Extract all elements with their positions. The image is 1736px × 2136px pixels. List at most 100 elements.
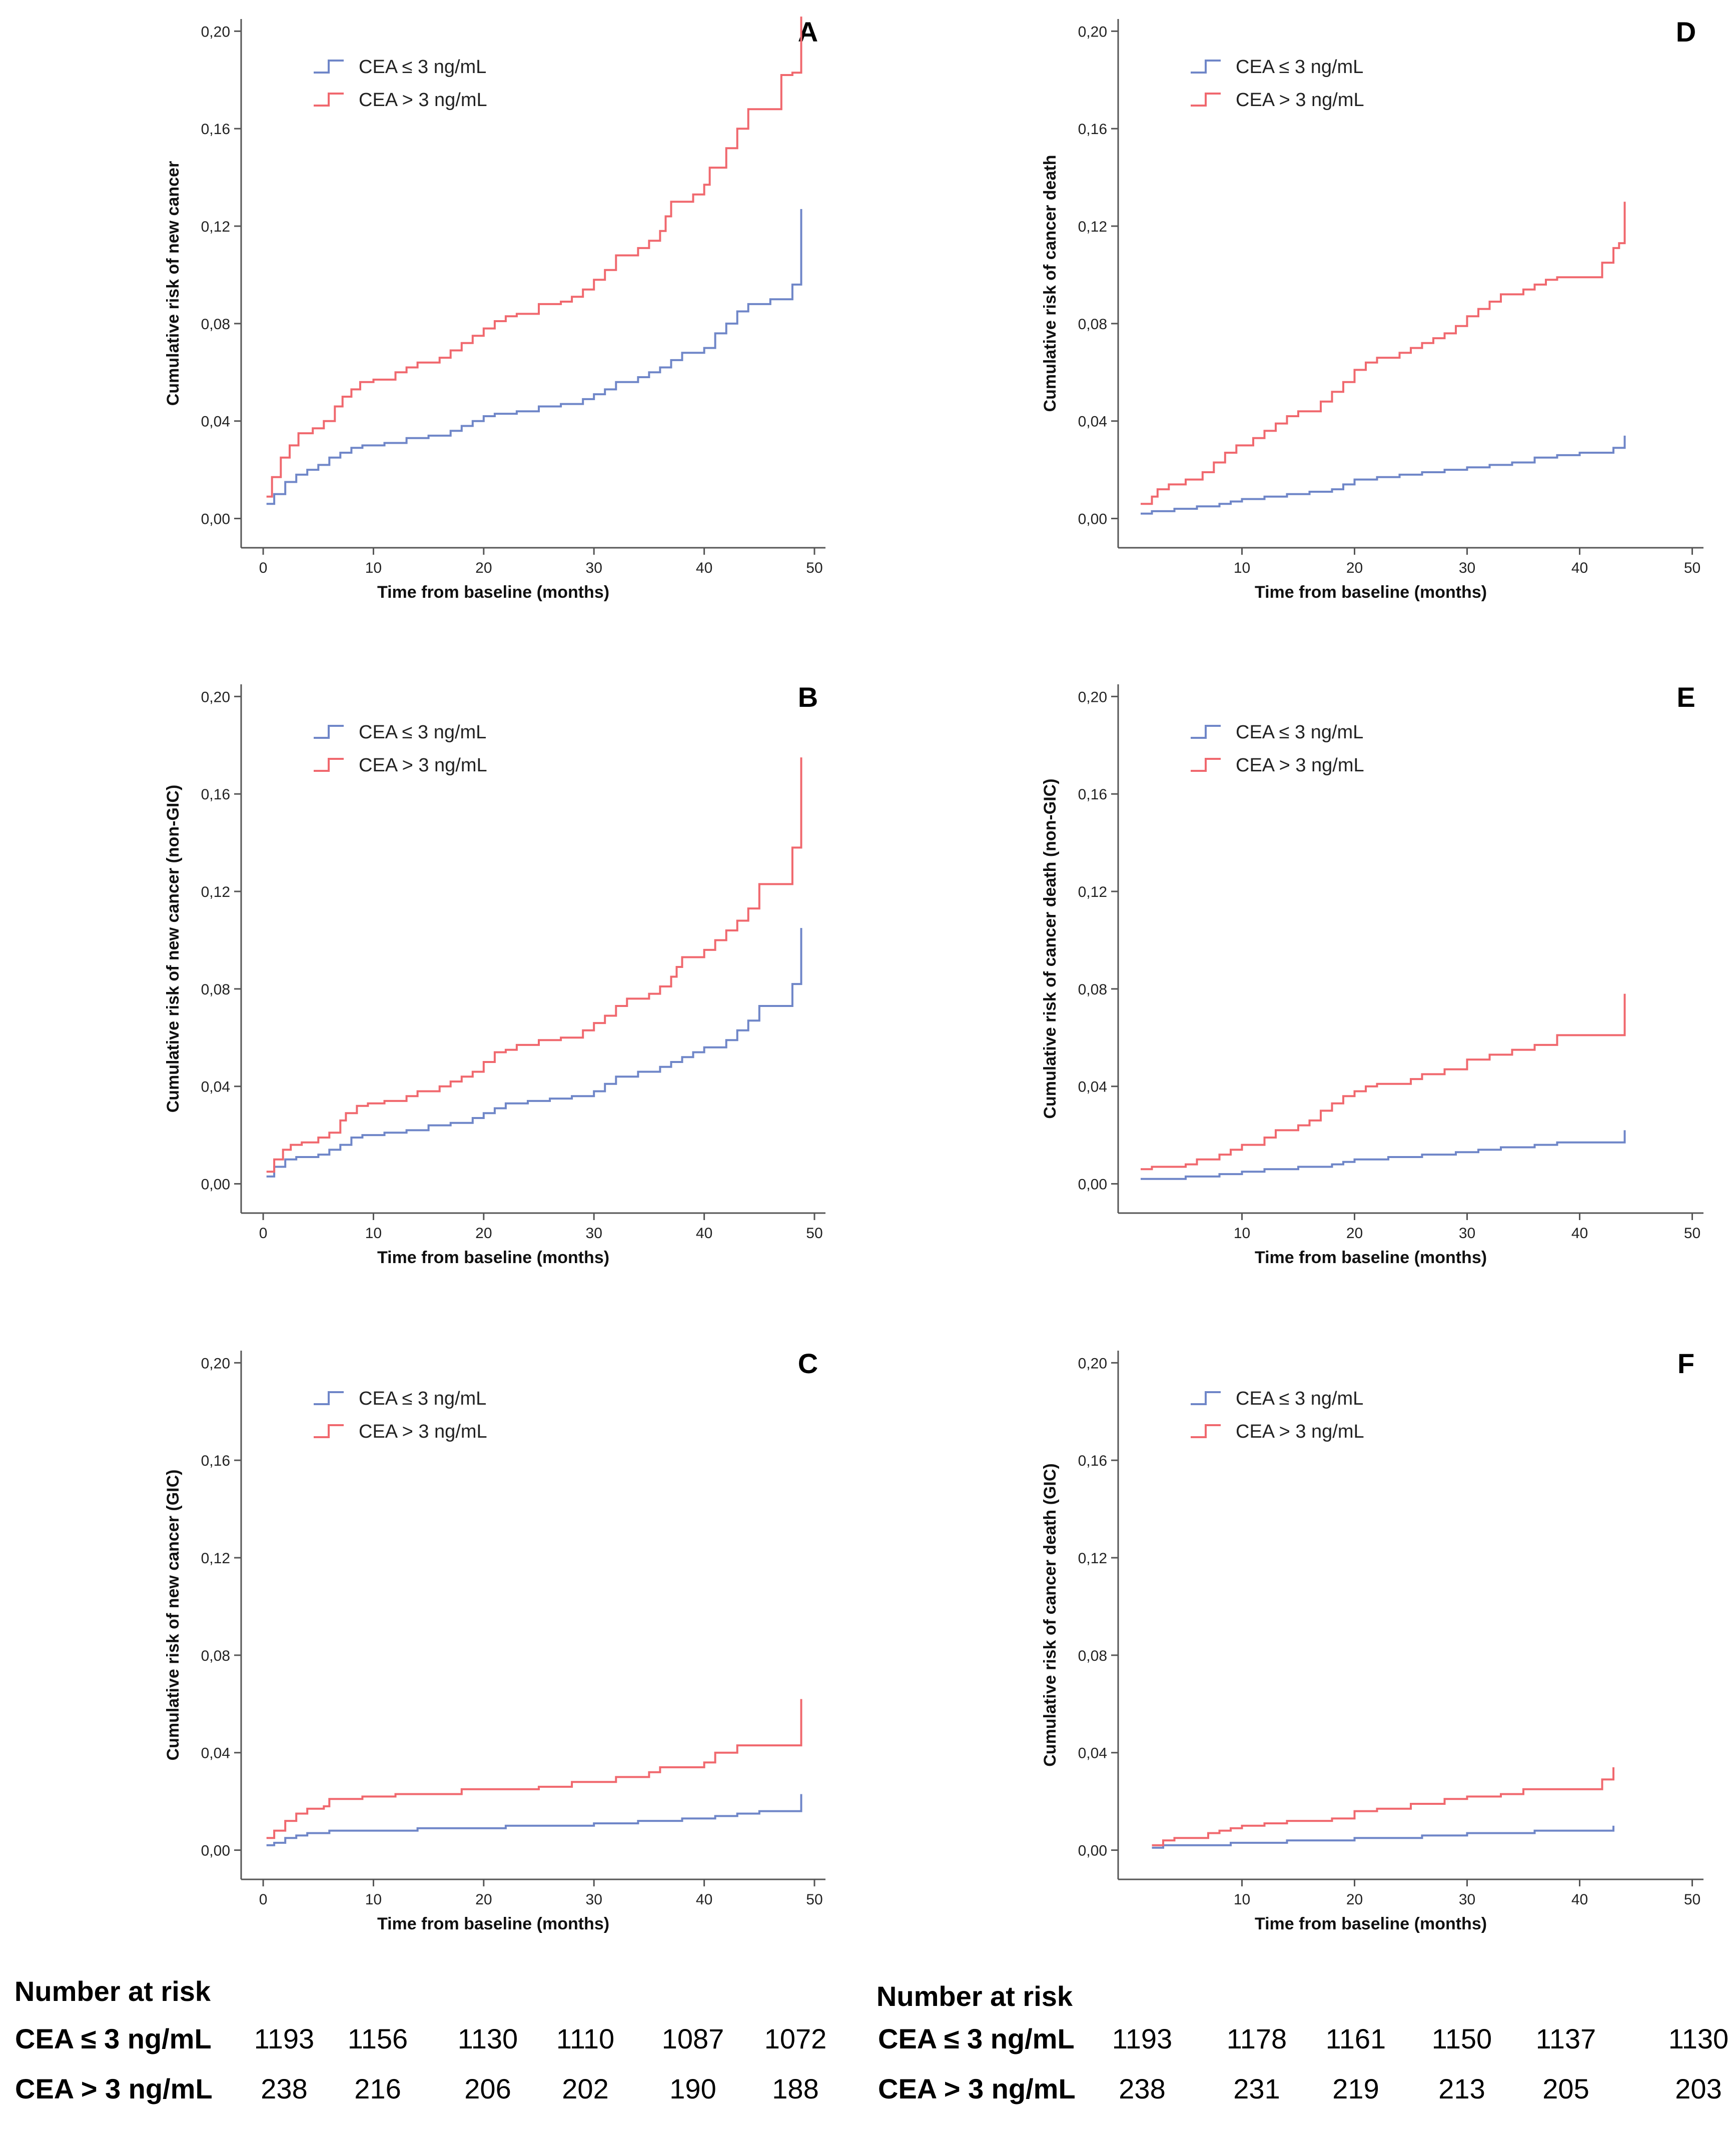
- x-tick-label: 30: [1459, 1225, 1475, 1242]
- y-tick-label: 0,00: [1078, 511, 1107, 528]
- y-axis-title: Cumulative risk of cancer death (non-GIC…: [1041, 778, 1060, 1119]
- y-tick-label: 0,00: [201, 1843, 230, 1859]
- risk-value: 202: [562, 2073, 608, 2104]
- y-tick-label: 0,16: [201, 121, 230, 138]
- x-tick-label: 0: [259, 1891, 268, 1908]
- risk-value: 188: [772, 2073, 818, 2104]
- x-tick-label: 40: [1571, 1891, 1588, 1908]
- y-tick-label: 0,00: [1078, 1843, 1107, 1859]
- x-tick-label: 10: [365, 1891, 382, 1908]
- x-axis-title: Time from baseline (months): [377, 583, 609, 602]
- x-tick-label: 30: [586, 1225, 602, 1242]
- series-line-cea-low: [1141, 1130, 1626, 1180]
- risk-value: 1193: [254, 2023, 314, 2054]
- risk-value: 1087: [662, 2023, 724, 2054]
- x-tick-label: 10: [365, 1225, 382, 1242]
- x-tick-label: 0: [259, 1225, 268, 1242]
- risk-value: 1110: [556, 2023, 614, 2054]
- x-axis-title: Time from baseline (months): [1255, 1914, 1487, 1933]
- x-tick-label: 10: [1234, 1891, 1250, 1908]
- legend-label-cea-high: CEA > 3 ng/mL: [359, 1421, 487, 1442]
- risk-value: 190: [669, 2073, 716, 2104]
- y-tick-label: 0,08: [1078, 981, 1107, 998]
- series-line-cea-low: [266, 928, 802, 1178]
- y-axis-title: Cumulative risk of cancer death (GIC): [1041, 1463, 1060, 1767]
- legend-swatch: [1191, 93, 1221, 107]
- y-tick-label: 0,20: [1078, 24, 1107, 40]
- series-line-cea-low: [1152, 1825, 1614, 1849]
- x-tick-label: 0: [259, 560, 268, 576]
- legend-label-cea-low: CEA ≤ 3 ng/mL: [359, 722, 486, 743]
- y-tick-label: 0,16: [201, 786, 230, 803]
- x-tick-label: 10: [1234, 560, 1250, 576]
- legend-label-cea-high: CEA > 3 ng/mL: [1236, 755, 1364, 776]
- y-tick-label: 0,04: [201, 414, 230, 430]
- risk-value: 1130: [458, 2023, 518, 2054]
- number-at-risk-table-2: Number at risk CEA ≤ 3 ng/mL 1193 1178 1161 1…: [877, 1980, 1728, 2104]
- number-at-risk-title: Number at risk: [877, 1980, 1073, 2012]
- chart-panel-e: 0,00 0,04 0,08 0,12 0,16 0,20 10 20 30 40 50 Time f…: [1041, 681, 1703, 1267]
- legend-swatch: [314, 725, 344, 739]
- risk-value: 238: [1119, 2073, 1165, 2104]
- legend-swatch: [1191, 758, 1221, 772]
- y-axis-title: Cumulative risk of cancer death: [1041, 155, 1060, 412]
- y-tick-label: 0,00: [201, 1177, 230, 1193]
- y-tick-label: 0,20: [1078, 1355, 1107, 1372]
- risk-value: 219: [1332, 2073, 1379, 2104]
- y-tick-label: 0,16: [1078, 121, 1107, 138]
- y-tick-label: 0,04: [1078, 414, 1107, 430]
- panel-letter: F: [1677, 1348, 1694, 1379]
- x-tick-label: 30: [586, 560, 602, 576]
- legend-label-cea-low: CEA ≤ 3 ng/mL: [1236, 57, 1363, 78]
- y-tick-label: 0,16: [201, 1453, 230, 1469]
- chart-panel-a: 0,00 0,04 0,08 0,12 0,16 0,20 0 10 20 30 40 50 Time …: [164, 16, 825, 602]
- y-tick-label: 0,00: [1078, 1177, 1107, 1193]
- risk-value: 238: [261, 2073, 307, 2104]
- y-tick-label: 0,12: [1078, 1550, 1107, 1567]
- risk-row-label-cea-high: CEA > 3 ng/mL: [878, 2073, 1076, 2104]
- legend-label-cea-low: CEA ≤ 3 ng/mL: [1236, 1388, 1363, 1409]
- legend-swatch: [1191, 60, 1221, 74]
- legend-label-cea-high: CEA > 3 ng/mL: [1236, 90, 1364, 111]
- x-axis-title: Time from baseline (months): [377, 1914, 609, 1933]
- x-tick-label: 40: [1571, 560, 1588, 576]
- legend-swatch: [1191, 1424, 1221, 1438]
- x-tick-label: 10: [365, 560, 382, 576]
- y-tick-label: 0,12: [1078, 219, 1107, 235]
- legend-swatch: [1191, 725, 1221, 739]
- x-tick-label: 30: [1459, 560, 1475, 576]
- chart-panel-d: 0,00 0,04 0,08 0,12 0,16 0,20 10 20 30 40 50 Time f…: [1041, 16, 1703, 602]
- risk-value: 231: [1233, 2073, 1280, 2104]
- risk-value: 1178: [1227, 2023, 1287, 2054]
- x-tick-label: 50: [806, 1225, 822, 1242]
- legend-label-cea-high: CEA > 3 ng/mL: [359, 755, 487, 776]
- y-tick-label: 0,16: [1078, 1453, 1107, 1469]
- risk-row-label-cea-high: CEA > 3 ng/mL: [15, 2073, 213, 2104]
- y-tick-label: 0,08: [1078, 1648, 1107, 1664]
- y-tick-label: 0,04: [201, 1745, 230, 1762]
- panel-letter: E: [1676, 681, 1695, 713]
- y-tick-label: 0,20: [201, 24, 230, 40]
- x-tick-label: 30: [586, 1891, 602, 1908]
- x-axis-title: Time from baseline (months): [1255, 583, 1487, 602]
- chart-panel-c: 0,00 0,04 0,08 0,12 0,16 0,20 0 10 20 30 40 50 Time …: [164, 1348, 825, 1933]
- legend-swatch: [314, 758, 344, 772]
- x-tick-label: 40: [1571, 1225, 1588, 1242]
- y-axis-title: Cumulative risk of new cancer: [164, 161, 183, 406]
- x-tick-label: 40: [696, 1891, 712, 1908]
- x-tick-label: 50: [806, 560, 822, 576]
- x-tick-label: 20: [475, 1225, 492, 1242]
- y-tick-label: 0,20: [1078, 689, 1107, 705]
- legend-label-cea-low: CEA ≤ 3 ng/mL: [1236, 722, 1363, 743]
- number-at-risk-table-1: Number at risk CEA ≤ 3 ng/mL 1193 1156 1130 1…: [15, 1975, 826, 2104]
- risk-value: 1130: [1668, 2023, 1728, 2054]
- series-line-cea-high: [1152, 1767, 1614, 1846]
- legend-label-cea-high: CEA > 3 ng/mL: [359, 90, 487, 111]
- y-tick-label: 0,12: [201, 1550, 230, 1567]
- y-tick-label: 0,20: [201, 689, 230, 705]
- y-tick-label: 0,12: [1078, 884, 1107, 900]
- x-tick-label: 50: [806, 1891, 822, 1908]
- x-tick-label: 40: [696, 560, 712, 576]
- risk-value: 213: [1438, 2073, 1485, 2104]
